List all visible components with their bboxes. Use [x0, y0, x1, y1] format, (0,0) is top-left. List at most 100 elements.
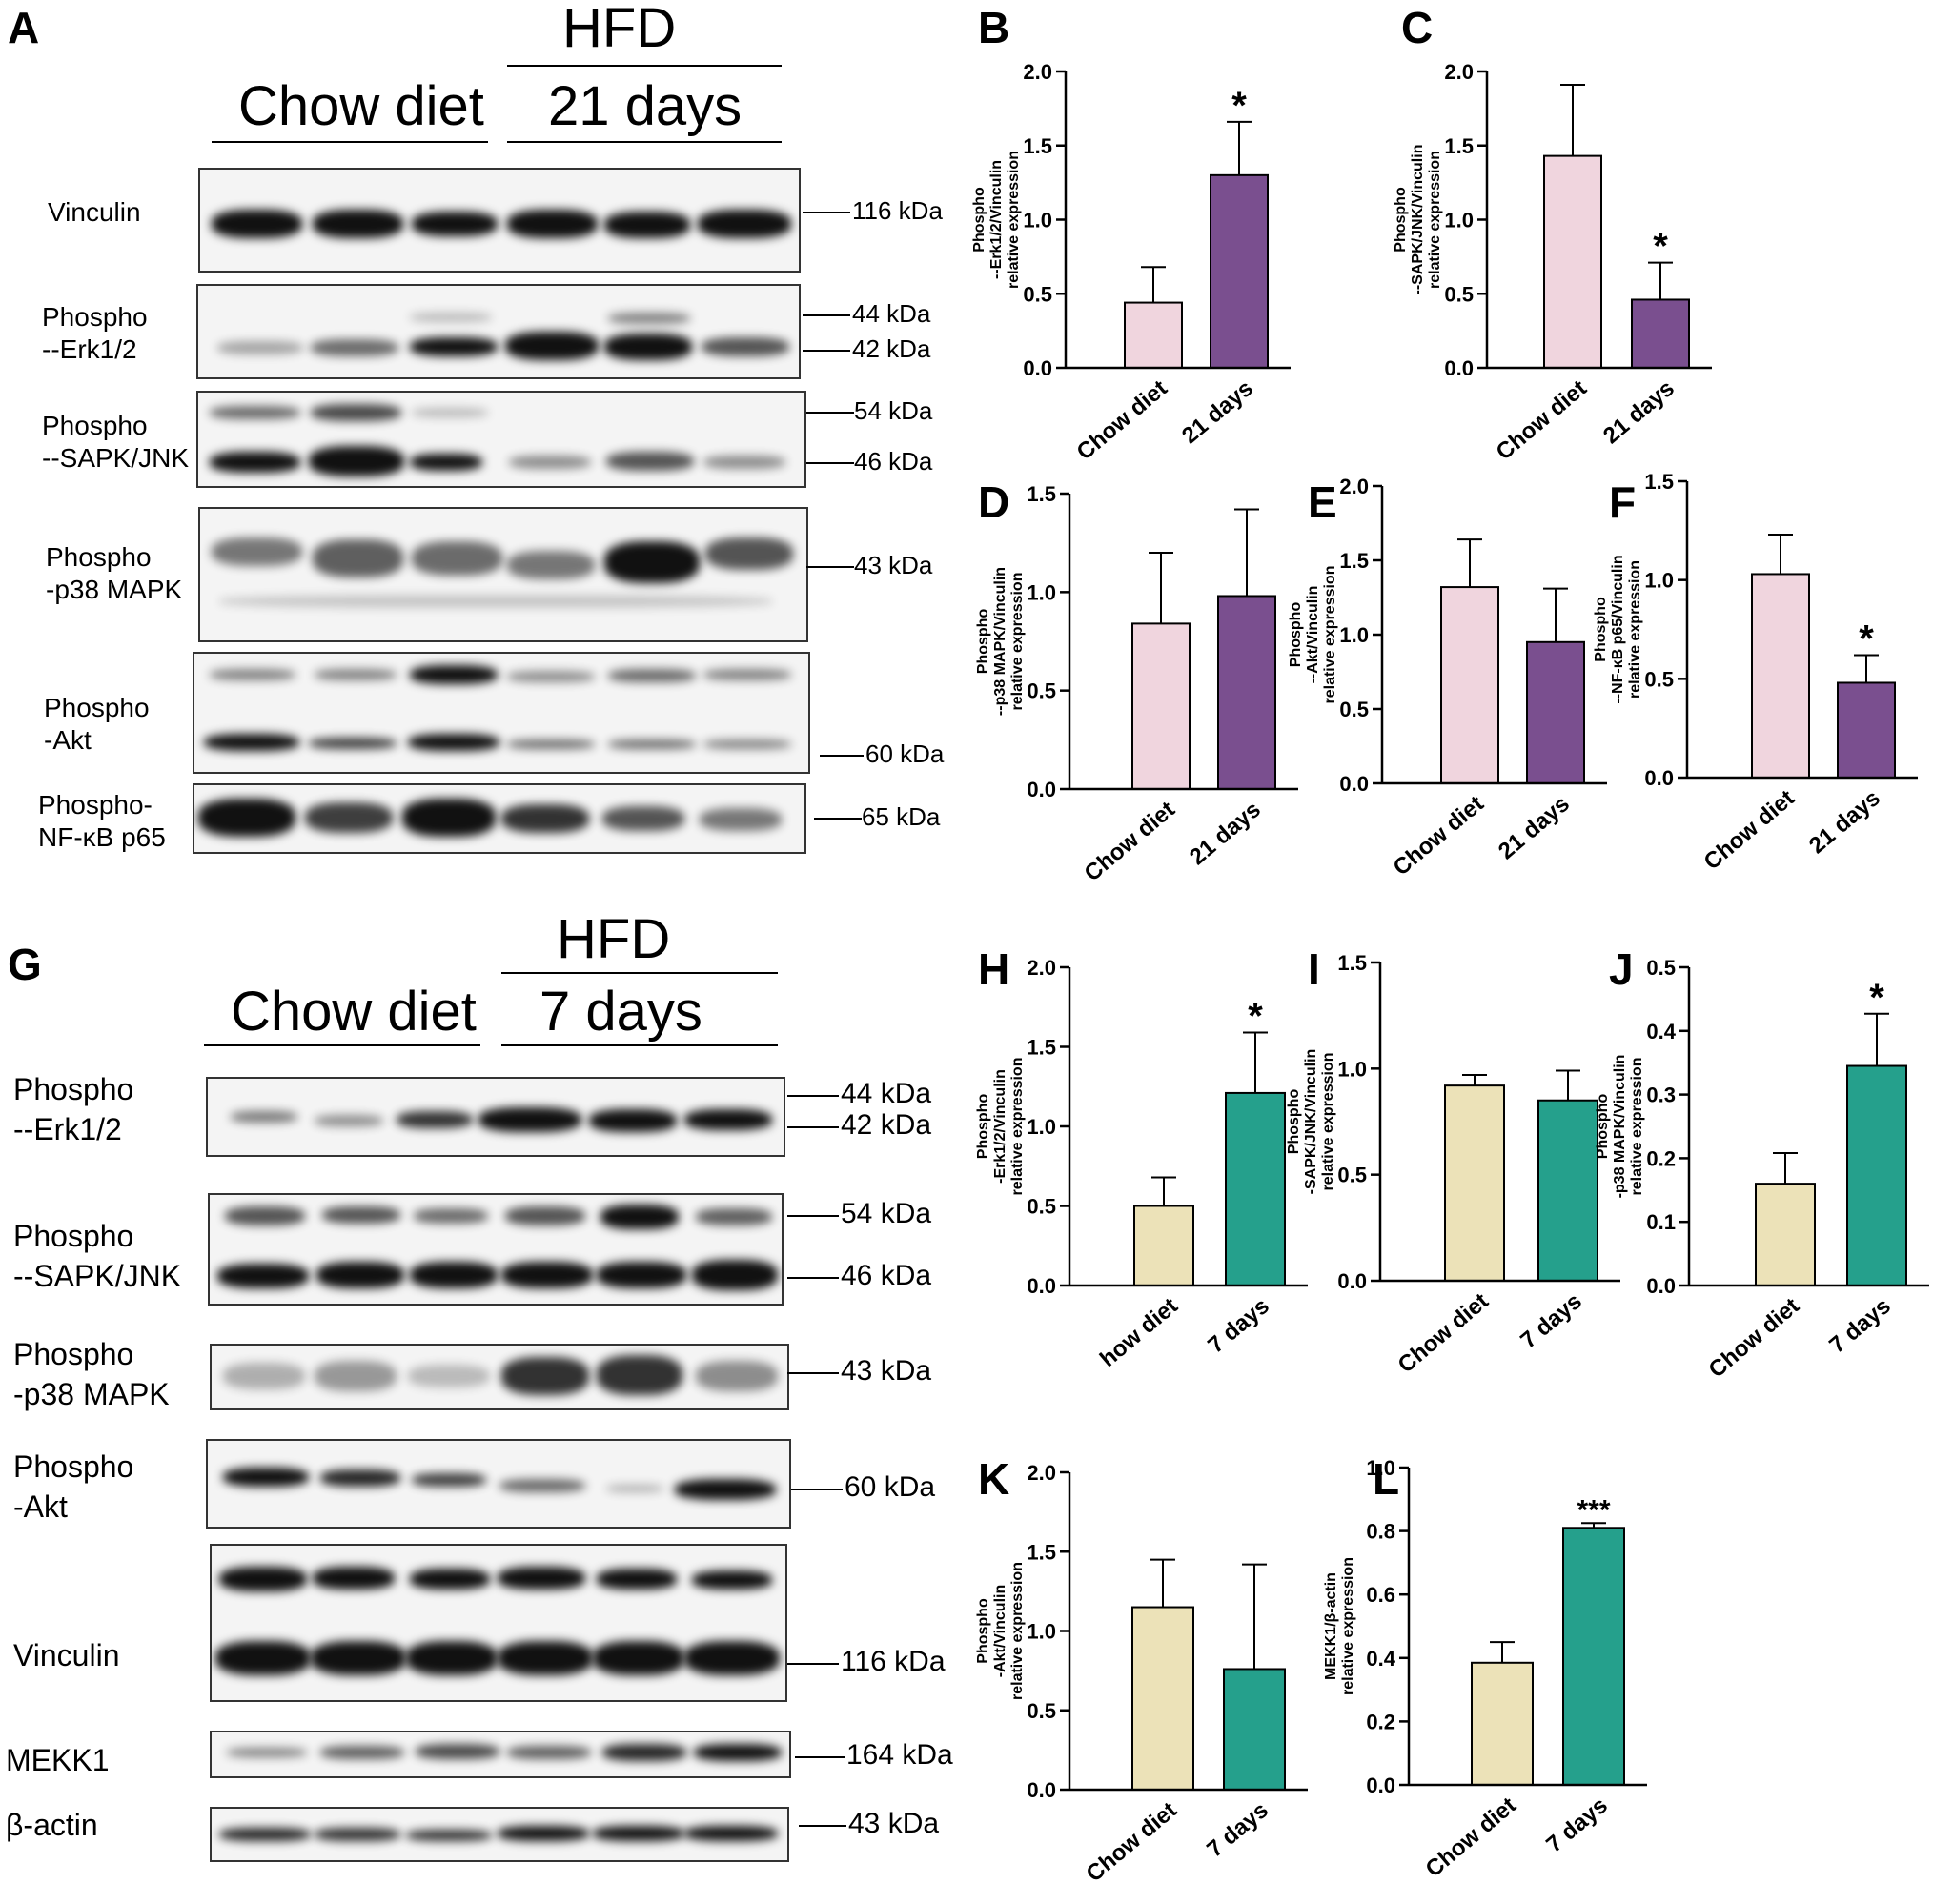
kda-label-46-b: 46 kDa [841, 1260, 932, 1291]
blot-g-actin-image [210, 1807, 789, 1862]
chart-k-y-tick-label: 1.5 [1027, 1540, 1056, 1564]
kda-label-44-b: 44 kDa [841, 1078, 932, 1109]
duration-header-bottom: 7 days [539, 981, 702, 1043]
blot-a-row-jnk-label: Phospho --SAPK/JNK [42, 411, 190, 473]
kda-marker-line [803, 350, 850, 352]
chart-c-y-axis-label: Phospho--SAPK/JNK/Vinculinrelative expre… [1393, 145, 1443, 295]
chow-header-bottom: Chow diet [231, 981, 477, 1043]
chart-h-y-axis-label: Phospho-Erk1/2/Vinculinrelative expressi… [975, 1058, 1026, 1196]
chart-h-x-tick-label: 7 days [1203, 1293, 1274, 1359]
chart-d-y-axis-label: Phospho--p38 MAPK/Vinculinrelative expre… [975, 567, 1026, 716]
kda-marker-line [787, 1663, 839, 1665]
chart-e-x-tick-label: 21 days [1494, 791, 1575, 864]
chart-f-y-axis-label: Phospho--NF-κB p65/Vinculinrelative expr… [1593, 555, 1643, 703]
blot-g-mekk1-image [210, 1731, 791, 1778]
chart-f-y-tick-label: 1.0 [1644, 569, 1674, 593]
blot-g-row-vinculin-label: Vinculin [13, 1638, 120, 1672]
blot-g-akt-image [206, 1439, 791, 1529]
panel-label-c: C [1401, 3, 1434, 52]
kda-label-43-b: 43 kDa [841, 1355, 932, 1387]
chow-underline-top [212, 141, 488, 143]
chart-j-y-tick-label: 0.0 [1646, 1274, 1676, 1298]
chart-e-bar [1440, 586, 1499, 785]
chart-h-y-tick-label: 1.5 [1027, 1036, 1056, 1060]
chart-j-x-tick-label: Chow diet [1704, 1293, 1804, 1383]
duration-header-top: 21 days [548, 75, 743, 137]
blot-a-row-vinculin-label: Vinculin [48, 197, 141, 227]
chart-f-bar [1751, 573, 1810, 779]
chart-c-bar [1631, 298, 1690, 369]
chart-c-x-tick-label: 21 days [1598, 375, 1679, 449]
chart-k-bar [1131, 1606, 1194, 1792]
chart-k-x-tick-label: 7 days [1202, 1797, 1273, 1863]
chart-l-y-tick-label: 0.2 [1366, 1710, 1395, 1733]
chart-b-bar [1210, 173, 1269, 369]
kda-marker-line [787, 1372, 839, 1374]
panel-label-b: B [978, 3, 1010, 52]
kda-label-42-b: 42 kDa [841, 1109, 932, 1141]
chart-j-bar [1755, 1183, 1816, 1286]
panel-label-h: H [978, 944, 1010, 994]
chart-i-y-tick-label: 0.5 [1337, 1164, 1367, 1187]
chart-c-y-tick-label: 0.5 [1444, 282, 1474, 306]
chart-e-y-tick-label: 2.0 [1339, 475, 1369, 498]
chart-l-bar [1471, 1661, 1534, 1787]
chart-j-x-tick-label: 7 days [1824, 1293, 1896, 1359]
chart-k-bar [1223, 1668, 1286, 1791]
chart-i-y-tick-label: 0.0 [1337, 1269, 1367, 1293]
blot-g-jnk-image [208, 1193, 784, 1306]
panel-label-g: G [8, 940, 42, 989]
chart-j-y-tick-label: 0.1 [1646, 1210, 1676, 1234]
chart-i-y-tick-label: 1.0 [1337, 1057, 1367, 1081]
blot-a-nfkb-image [193, 783, 806, 854]
kda-label-54-b: 54 kDa [841, 1198, 932, 1229]
kda-marker-line [787, 1215, 839, 1217]
chart-j-y-tick-label: 0.3 [1646, 1084, 1676, 1107]
chart-i-bar [1537, 1099, 1598, 1282]
blot-a-row-erk-label: Phospho --Erk1/2 [42, 302, 148, 364]
kda-marker-line [787, 1277, 839, 1279]
hfd-header-top: HFD [562, 0, 677, 59]
chart-j-bar [1846, 1064, 1907, 1287]
chow-underline-bottom [204, 1044, 480, 1046]
blot-a-p38-image [198, 507, 808, 642]
chart-d-bar [1131, 622, 1191, 791]
chart-k-y-tick-label: 0.0 [1027, 1778, 1056, 1802]
blot-g-erk-image [206, 1077, 785, 1157]
chart-b-y-axis-label: Phospho--Erk1/2/Vinculinrelative express… [971, 151, 1022, 289]
chart-h-y-tick-label: 0.5 [1027, 1195, 1056, 1219]
kda-label-43: 43 kDa [854, 551, 933, 579]
chart-c-y-tick-label: 0.0 [1444, 356, 1474, 380]
kda-marker-line [806, 566, 854, 568]
chart-f-y-tick-label: 0.5 [1644, 667, 1674, 691]
chart-j-y-tick-label: 0.4 [1646, 1020, 1676, 1043]
chart-d-y-tick-label: 0.5 [1027, 679, 1056, 703]
chart-j-y-tick-label: 0.2 [1646, 1146, 1676, 1170]
chart-j-y-axis-label: Phospho-p38 MAPK/Vinculinrelative expres… [1595, 1055, 1645, 1199]
chart-k-x-tick-label: Chow diet [1082, 1797, 1182, 1887]
kda-marker-line [803, 212, 850, 213]
blot-a-row-akt-label: Phospho -Akt [44, 693, 150, 755]
chart-b-y-tick-label: 1.0 [1023, 209, 1052, 233]
blot-g-vinculin-image [210, 1544, 787, 1702]
blot-g-row-akt-label: Phospho -Akt [13, 1449, 134, 1524]
chart-j-significance: * [1869, 977, 1884, 1019]
chart-i-x-tick-label: Chow diet [1394, 1288, 1494, 1378]
chart-i-y-axis-label: Phospho-SAPK/JNK/Vinculinrelative expres… [1286, 1049, 1336, 1195]
chart-h-bar [1133, 1205, 1194, 1286]
blot-a-akt-image [193, 652, 810, 774]
kda-label-44: 44 kDa [852, 299, 931, 328]
chart-f-y-tick-label: 0.0 [1644, 766, 1674, 790]
kda-label-60-b: 60 kDa [845, 1471, 936, 1503]
chart-h-bar [1225, 1091, 1286, 1287]
kda-label-116: 116 kDa [852, 196, 943, 225]
chart-k-y-axis-label: Phospho-Akt/Vinculinrelative expression [975, 1562, 1026, 1700]
chart-b-x-tick-label: 21 days [1177, 375, 1258, 449]
chart-f-x-tick-label: 21 days [1804, 785, 1885, 859]
chart-l-y-axis-label: MEKK1/β-actinrelative expression [1323, 1557, 1356, 1695]
chart-f-y-tick-label: 1.5 [1644, 470, 1674, 494]
blot-g-row-mekk1-label: MEKK1 [6, 1743, 110, 1777]
chart-e-y-tick-label: 0.5 [1339, 698, 1369, 721]
chart-i-y-tick-label: 1.5 [1337, 951, 1367, 975]
chart-b-x-tick-label: Chow diet [1072, 375, 1172, 465]
